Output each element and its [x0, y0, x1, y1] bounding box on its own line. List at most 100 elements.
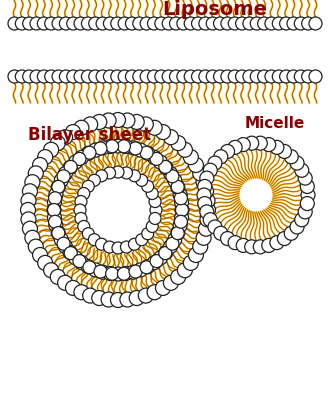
- Circle shape: [162, 18, 175, 31]
- Circle shape: [250, 18, 263, 31]
- Circle shape: [89, 18, 102, 31]
- Circle shape: [163, 276, 179, 291]
- Circle shape: [73, 255, 86, 268]
- Circle shape: [96, 18, 109, 31]
- Circle shape: [220, 145, 235, 159]
- Circle shape: [65, 281, 81, 296]
- Circle shape: [103, 18, 116, 31]
- Circle shape: [82, 18, 94, 31]
- Circle shape: [118, 71, 131, 84]
- Circle shape: [300, 180, 314, 194]
- Circle shape: [88, 144, 102, 158]
- Circle shape: [188, 248, 203, 263]
- Circle shape: [140, 147, 153, 160]
- Circle shape: [58, 240, 72, 254]
- Circle shape: [125, 18, 139, 31]
- Circle shape: [250, 71, 263, 84]
- Circle shape: [159, 161, 173, 175]
- Circle shape: [280, 18, 293, 31]
- Circle shape: [200, 212, 215, 227]
- Circle shape: [178, 143, 192, 158]
- Circle shape: [111, 267, 125, 281]
- Circle shape: [112, 243, 124, 254]
- Circle shape: [175, 192, 187, 205]
- Circle shape: [58, 167, 72, 181]
- Circle shape: [81, 147, 95, 161]
- Circle shape: [200, 194, 215, 209]
- Circle shape: [203, 213, 217, 227]
- Circle shape: [265, 18, 278, 31]
- Circle shape: [272, 18, 285, 31]
- Circle shape: [119, 267, 133, 281]
- Circle shape: [138, 117, 153, 132]
- Circle shape: [159, 247, 172, 260]
- Circle shape: [64, 247, 77, 260]
- Circle shape: [38, 150, 53, 165]
- Circle shape: [96, 71, 109, 84]
- Circle shape: [258, 71, 271, 84]
- Circle shape: [23, 71, 36, 84]
- Circle shape: [78, 221, 90, 233]
- Circle shape: [15, 18, 28, 31]
- Circle shape: [136, 175, 148, 187]
- Circle shape: [120, 114, 135, 129]
- Circle shape: [119, 140, 133, 154]
- Circle shape: [302, 71, 315, 84]
- Circle shape: [82, 228, 94, 240]
- Circle shape: [221, 71, 234, 84]
- Circle shape: [69, 156, 82, 170]
- Circle shape: [301, 189, 315, 202]
- Circle shape: [50, 136, 65, 151]
- Circle shape: [69, 251, 82, 265]
- Circle shape: [166, 238, 179, 251]
- Circle shape: [265, 71, 278, 84]
- Circle shape: [48, 204, 60, 217]
- Circle shape: [155, 125, 171, 140]
- Circle shape: [196, 175, 211, 190]
- Circle shape: [49, 219, 63, 233]
- Circle shape: [47, 203, 61, 217]
- Circle shape: [184, 18, 197, 31]
- Circle shape: [111, 113, 125, 128]
- Circle shape: [140, 261, 153, 274]
- Circle shape: [30, 18, 43, 31]
- Circle shape: [191, 18, 205, 31]
- Circle shape: [142, 181, 154, 193]
- Circle shape: [177, 71, 190, 84]
- Circle shape: [155, 281, 171, 296]
- Circle shape: [134, 144, 148, 158]
- Circle shape: [243, 18, 256, 31]
- Circle shape: [103, 71, 116, 84]
- Circle shape: [112, 166, 124, 179]
- Circle shape: [21, 212, 36, 227]
- Circle shape: [94, 265, 107, 278]
- Circle shape: [64, 161, 77, 174]
- Circle shape: [173, 219, 187, 233]
- Circle shape: [104, 241, 116, 254]
- Circle shape: [59, 71, 72, 84]
- Circle shape: [236, 138, 250, 152]
- Circle shape: [128, 171, 141, 182]
- Circle shape: [298, 172, 312, 185]
- Circle shape: [111, 140, 125, 153]
- Circle shape: [278, 145, 291, 159]
- Circle shape: [166, 171, 179, 183]
- Circle shape: [147, 121, 162, 136]
- Circle shape: [75, 196, 87, 208]
- Circle shape: [8, 71, 21, 84]
- Circle shape: [309, 18, 322, 31]
- Circle shape: [63, 246, 77, 260]
- Circle shape: [168, 233, 182, 247]
- Circle shape: [228, 18, 241, 31]
- Circle shape: [278, 232, 291, 246]
- Circle shape: [262, 138, 276, 152]
- Circle shape: [199, 18, 212, 31]
- Circle shape: [253, 240, 267, 254]
- Circle shape: [214, 71, 227, 84]
- Circle shape: [118, 18, 131, 31]
- Circle shape: [92, 115, 107, 130]
- Circle shape: [228, 71, 241, 84]
- Circle shape: [103, 267, 117, 281]
- Circle shape: [74, 121, 89, 136]
- Circle shape: [228, 236, 242, 250]
